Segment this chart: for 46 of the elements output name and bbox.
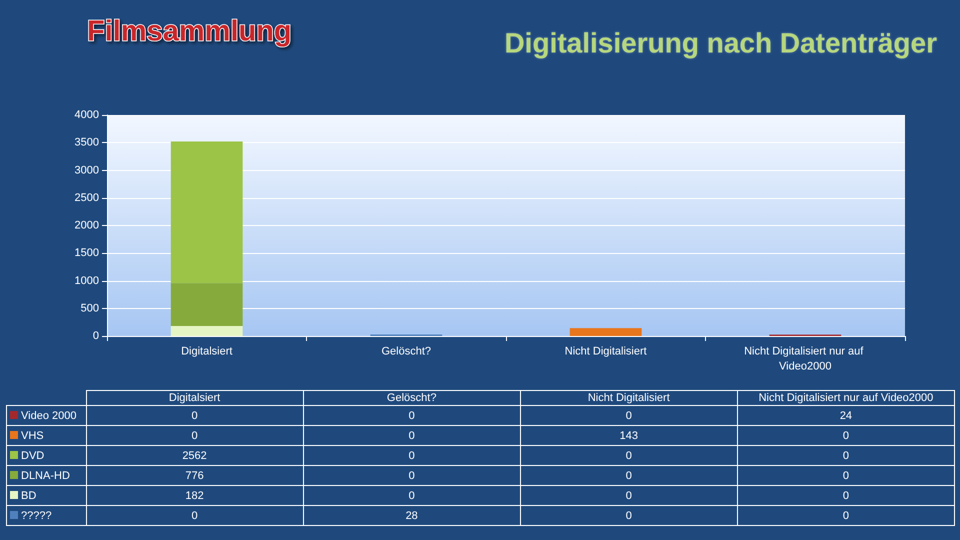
y-tick-label: 1500 (74, 247, 99, 260)
x-tick-label: Nicht Digitalisiert (564, 346, 647, 358)
data-label: 0 (303, 406, 520, 426)
data-label: 0 (303, 486, 520, 506)
data-label: 2562 (86, 446, 304, 466)
x-tick-label: Nicht Digitalisiert nur auf Video2000 (744, 346, 866, 372)
data-label: 24 (737, 406, 954, 426)
data-label: 0 (520, 406, 738, 426)
legend-label: VHS (6, 426, 86, 446)
data-label: 0 (303, 426, 520, 446)
y-tick-label: 3500 (74, 136, 99, 149)
legend-label: DVD (6, 446, 86, 466)
legend-label: Video 2000 (6, 406, 86, 426)
legend-label: BD (6, 486, 86, 506)
category-label: Digitalsiert (168, 392, 220, 404)
data-label: 0 (520, 446, 738, 466)
legend-label: ????? (6, 506, 86, 526)
y-tick-label: 4000 (74, 109, 99, 121)
data-label: 182 (86, 486, 304, 506)
chart-title: Filmsammlung (87, 16, 292, 48)
category-label: Nicht Digitalisiert nur auf Video2000 (758, 392, 934, 404)
x-tick-label: Digitalsiert (181, 346, 232, 358)
data-label: 143 (520, 426, 738, 446)
chart-subtitle: Digitalisierung nach Datenträger (504, 28, 938, 58)
data-label: 0 (303, 446, 520, 466)
data-label: 776 (86, 466, 304, 486)
data-label: 0 (737, 466, 954, 486)
y-tick-label: 500 (80, 302, 99, 314)
data-label: 0 (520, 486, 738, 506)
y-tick-label: 2000 (74, 220, 99, 232)
y-tick-label: 1000 (74, 274, 99, 287)
data-label: 0 (737, 486, 954, 506)
data-label: 0 (520, 466, 738, 486)
data-label: 0 (520, 506, 738, 526)
data-label: 28 (303, 506, 520, 526)
category-label: Nicht Digitalisiert (588, 392, 670, 404)
y-tick-label: 2500 (74, 192, 99, 204)
y-tick-label: 3000 (74, 164, 99, 176)
data-label: 0 (737, 426, 954, 446)
legend-label: DLNA-HD (6, 466, 86, 486)
category-label: Gelöscht? (386, 392, 436, 404)
data-label: 0 (737, 446, 954, 466)
data-label: 0 (737, 506, 954, 526)
x-tick-label: Gelöscht? (381, 346, 432, 358)
y-tick-label: 0 (92, 330, 99, 342)
data-label: 0 (303, 466, 520, 486)
